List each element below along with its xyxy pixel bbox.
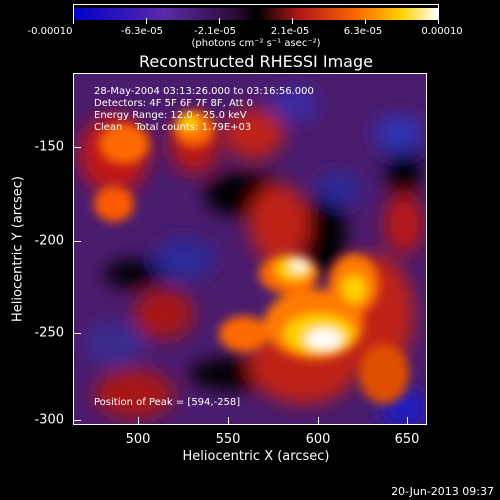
colorbar-tick [292, 18, 293, 24]
info-energy-range: Energy Range: 12.0 - 25.0 keV [94, 110, 247, 121]
x-tick-label: 550 [215, 432, 241, 447]
x-tick [138, 417, 139, 425]
colorbar-tick [365, 18, 366, 24]
colorbar-units: (photons cm⁻² s⁻¹ asec⁻²) [191, 38, 321, 49]
info-time-range: 28-May-2004 03:13:26.000 to 03:16:56.000 [94, 86, 314, 97]
y-tick [73, 147, 81, 148]
x-tick [407, 417, 408, 425]
colorbar-tick-label: -2.1e-05 [194, 26, 236, 37]
colorbar-tick [146, 18, 147, 24]
y-tick [73, 241, 81, 242]
y-axis-label: Heliocentric Y (arcsec) [10, 176, 26, 322]
peak-position-label: Position of Peak = [594,-258] [94, 397, 241, 408]
y-tick [73, 333, 81, 334]
colorbar-tick-label: -0.00010 [27, 26, 73, 37]
info-detectors: Detectors: 4F 5F 6F 7F 8F, Att 0 [94, 98, 254, 109]
x-tick-label: 650 [394, 432, 420, 447]
rhessi-image [74, 74, 426, 424]
footer-date: 20-Jun-2013 09:37 [391, 485, 494, 498]
y-tick-label: -200 [34, 233, 64, 249]
y-tick-label: -250 [34, 325, 64, 341]
colorbar-tick [219, 18, 220, 24]
y-tick [73, 420, 81, 421]
colorbar-tick-label: 0.00010 [421, 26, 463, 37]
x-tick-label: 600 [305, 432, 331, 447]
colorbar-gradient [74, 8, 438, 20]
y-tick-label: -150 [34, 139, 64, 155]
plot-title: Reconstructed RHESSI Image [139, 52, 373, 71]
colorbar-tick [438, 18, 439, 24]
colorbar-tick [73, 18, 74, 24]
x-tick [318, 417, 319, 425]
info-clean-counts: Clean Total counts: 1.79E+03 [94, 122, 252, 133]
colorbar-tick-label: 2.1e-05 [270, 26, 310, 37]
image-plot: 28-May-2004 03:13:26.000 to 03:16:56.000… [73, 73, 427, 425]
colorbar-tick-label: 6.3e-05 [343, 26, 383, 37]
x-axis-label: Heliocentric X (arcsec) [182, 449, 330, 464]
x-tick-label: 500 [125, 432, 151, 447]
colorbar-tick-label: -6.3e-05 [121, 26, 163, 37]
y-tick-label: -300 [34, 412, 64, 428]
x-tick [228, 417, 229, 425]
colorbar [73, 4, 439, 20]
